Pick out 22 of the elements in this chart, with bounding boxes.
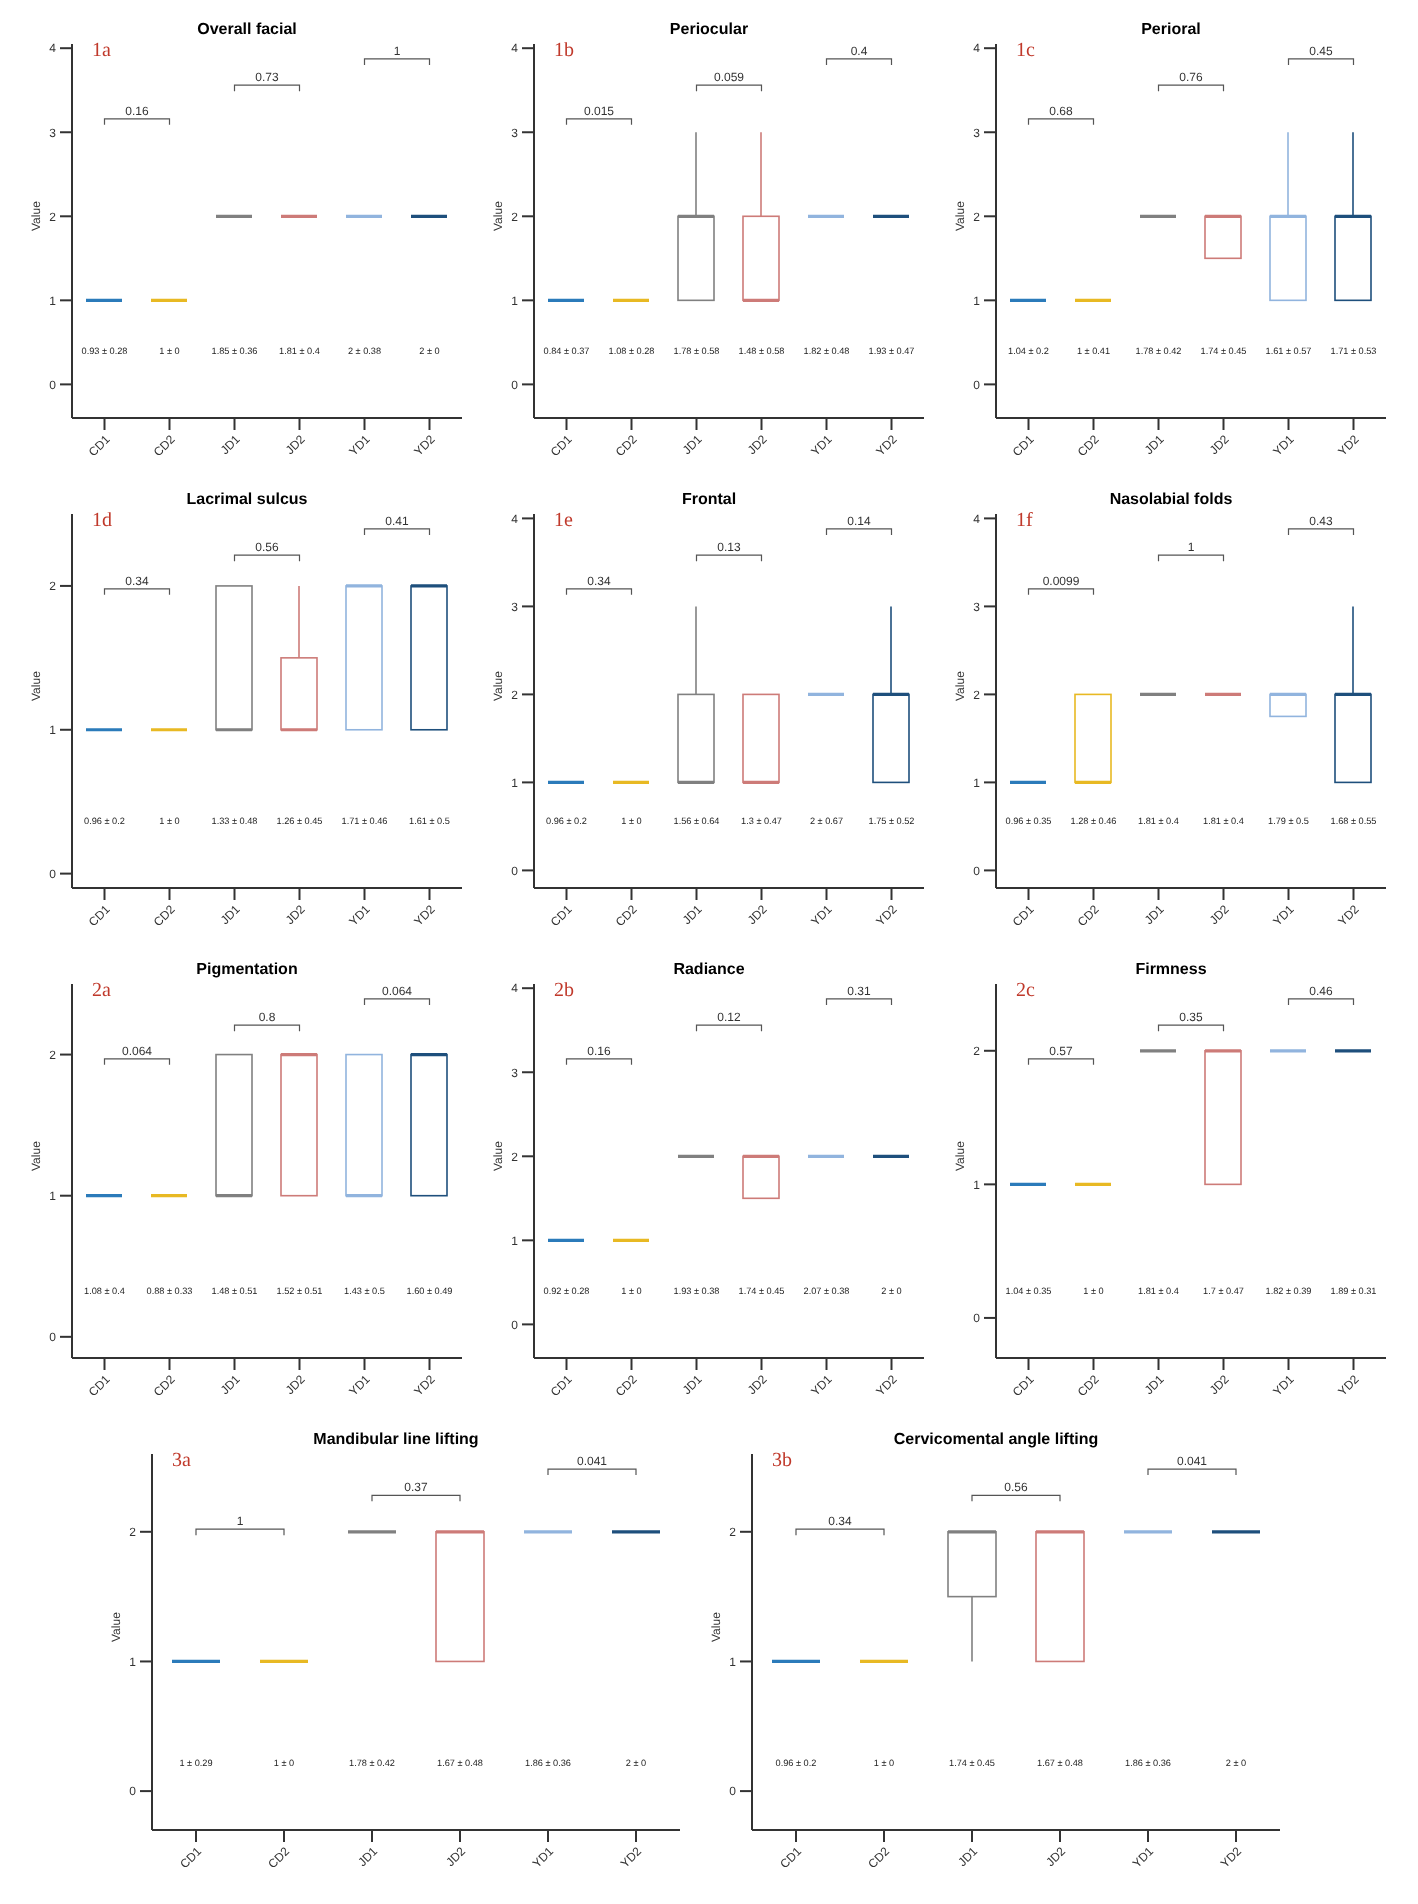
annotation: 1b [554,40,574,62]
chart-title: Radiance [671,960,747,978]
annotation: 1c [1016,40,1035,62]
chart-title: Nasolabial folds [1107,490,1235,508]
annotation: 1a [92,40,111,62]
annotation: 2b [554,980,574,1002]
chart-title: Firmness [1133,960,1209,978]
annotation: 1e [554,510,573,532]
chart-title: Cervicomental angle lifting [891,1430,1101,1448]
annotation: 2c [1016,980,1035,1002]
chart-title: Pigmentation [194,960,300,978]
annotation: 1d [92,510,112,532]
chart-title: Perioral [1139,20,1203,38]
annotation: 3a [172,1450,191,1472]
chart-title: Overall facial [195,20,299,38]
annotation: 1f [1016,510,1033,532]
chart-title: Periocular [667,20,751,38]
chart-title: Lacrimal sulcus [184,490,310,508]
annotation: 3b [772,1450,792,1472]
annotation: 2a [92,980,111,1002]
chart-title: Mandibular line lifting [311,1430,481,1448]
chart-title: Frontal [679,490,739,508]
